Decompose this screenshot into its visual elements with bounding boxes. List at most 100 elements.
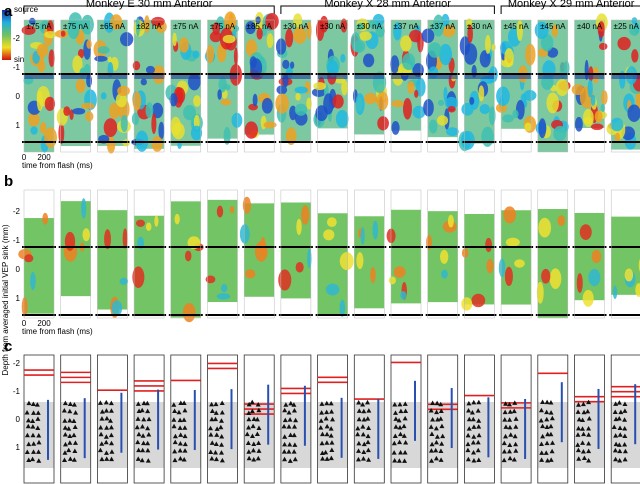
- triangle: [103, 399, 109, 405]
- triangle: [393, 424, 399, 429]
- triangle: [513, 448, 519, 453]
- triangle: [62, 418, 68, 423]
- column-frame: [207, 354, 238, 484]
- triangle: [330, 416, 336, 422]
- triangle: [318, 425, 324, 430]
- map-blob: [600, 103, 606, 113]
- map-band: [170, 73, 201, 79]
- triangle: [319, 401, 325, 406]
- map-blob: [557, 215, 566, 227]
- triangle: [293, 417, 299, 423]
- map-frame: [317, 189, 348, 319]
- triangle: [366, 425, 372, 430]
- triangle: [324, 423, 330, 429]
- triangle: [611, 424, 617, 430]
- triangle: [97, 447, 103, 453]
- map-blob: [295, 261, 304, 273]
- map-blob: [145, 222, 152, 231]
- map-blob: [145, 102, 154, 119]
- triangle: [402, 401, 408, 406]
- triangle: [580, 449, 586, 454]
- triangle: [97, 400, 103, 405]
- current-label: ±25 nA: [614, 22, 640, 31]
- triangle: [476, 418, 482, 423]
- map-band: [391, 73, 421, 79]
- triangle: [433, 455, 439, 461]
- map-blob: [120, 32, 134, 47]
- map-blob: [115, 92, 127, 108]
- map-blob: [315, 105, 328, 122]
- map-blob: [42, 212, 49, 225]
- column: [495, 19, 537, 153]
- column: [93, 12, 134, 154]
- map-blob: [498, 258, 506, 278]
- column: [461, 189, 497, 319]
- triangle: [72, 448, 78, 454]
- triangle: [622, 456, 628, 462]
- triangle: [214, 432, 220, 437]
- map-blob: [546, 92, 559, 114]
- current-label: ±37 nA: [430, 22, 456, 31]
- map-blob: [296, 218, 302, 236]
- map-blob: [553, 125, 567, 142]
- column: [498, 189, 534, 319]
- map-blob: [24, 254, 34, 263]
- triangle: [475, 439, 481, 445]
- map-blob: [443, 86, 448, 102]
- triangle: [36, 449, 42, 454]
- triangle: [360, 424, 366, 429]
- map-blob: [256, 27, 263, 40]
- map-blob: [326, 60, 339, 77]
- triangle: [575, 409, 581, 414]
- triangle: [246, 401, 252, 407]
- triangle: [319, 410, 325, 415]
- map-blob: [263, 121, 277, 129]
- triangle: [282, 407, 288, 413]
- triangle: [512, 433, 518, 439]
- map-frame: [500, 189, 532, 319]
- triangle: [361, 449, 367, 455]
- triangle: [219, 400, 225, 405]
- map-blob: [587, 79, 593, 98]
- map-blob: [414, 89, 419, 98]
- triangle: [355, 456, 361, 462]
- triangle: [139, 457, 145, 463]
- map-blob: [245, 21, 256, 35]
- column-frame: [170, 354, 202, 484]
- map-blob: [423, 98, 434, 117]
- triangle: [24, 449, 30, 455]
- column: [427, 354, 459, 484]
- column: [350, 13, 389, 153]
- triangle: [213, 401, 219, 407]
- map-blob: [145, 65, 155, 74]
- map-blob: [174, 213, 180, 225]
- column: [606, 17, 640, 153]
- map-blob: [436, 115, 449, 126]
- map-blob: [393, 22, 402, 41]
- panel-label: c: [4, 338, 12, 355]
- map-blob: [631, 17, 638, 25]
- map-blob: [117, 85, 130, 97]
- map-blob: [536, 281, 544, 304]
- map-blob: [582, 289, 594, 307]
- map-blob: [437, 99, 445, 106]
- triangle: [31, 441, 37, 446]
- map-blob: [631, 49, 639, 63]
- column: [353, 354, 385, 484]
- map-blob: [313, 82, 327, 91]
- map-blob: [582, 108, 594, 128]
- triangle: [471, 424, 477, 429]
- triangle: [365, 416, 371, 421]
- map-blob: [169, 93, 178, 107]
- triangle: [476, 457, 482, 463]
- triangle: [507, 417, 513, 422]
- triangle: [439, 423, 445, 429]
- map-blob: [469, 90, 480, 110]
- triangle: [622, 408, 628, 413]
- column: [278, 189, 313, 319]
- triangle: [283, 402, 289, 407]
- triangle: [575, 442, 581, 447]
- map-blob: [485, 34, 491, 54]
- map-blob: [442, 24, 456, 38]
- map-blob: [231, 112, 243, 128]
